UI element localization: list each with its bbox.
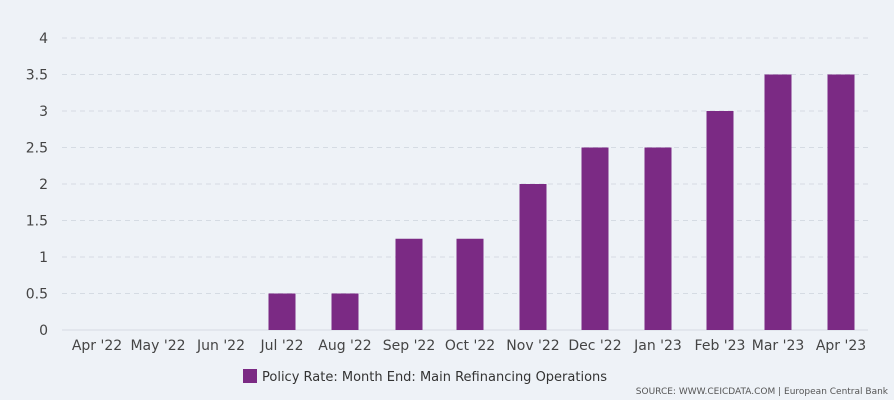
- y-tick-label: 3: [39, 104, 48, 120]
- y-tick-label: 1: [39, 250, 48, 266]
- bar-6[interactable]: [456, 238, 484, 330]
- x-tick-label: Jul '22: [259, 338, 303, 354]
- legend-swatch: [243, 369, 257, 383]
- y-tick-label: 2.5: [26, 141, 48, 157]
- bar-10[interactable]: [706, 111, 734, 330]
- x-tick-label: Dec '22: [568, 338, 621, 354]
- y-tick-label: 1.5: [26, 214, 48, 230]
- bar-4[interactable]: [331, 293, 359, 331]
- y-tick-label: 2: [39, 177, 48, 193]
- x-tick-label: Jun '22: [196, 338, 245, 354]
- x-tick-label: Oct '22: [445, 338, 495, 354]
- bar-5[interactable]: [395, 238, 423, 330]
- bar-11[interactable]: [764, 74, 792, 331]
- x-tick-label: May '22: [130, 338, 185, 354]
- x-tick-label: Sep '22: [383, 338, 436, 354]
- x-tick-label: Aug '22: [318, 338, 371, 354]
- bar-7[interactable]: [519, 184, 547, 330]
- x-axis-ticks: Apr '22 May '22 Jun '22 Jul '22 Aug '22 Sep '…: [72, 338, 866, 354]
- bar-3[interactable]: [268, 293, 296, 331]
- x-tick-label: Feb '23: [695, 338, 746, 354]
- source-text: SOURCE: WWW.CEICDATA.COM | European Cent…: [636, 387, 889, 397]
- legend-label: Policy Rate: Month End: Main Refinancing…: [262, 370, 607, 385]
- x-tick-label: Apr '23: [816, 338, 866, 354]
- x-tick-label: Mar '23: [752, 338, 805, 354]
- legend[interactable]: Policy Rate: Month End: Main Refinancing…: [243, 369, 607, 385]
- y-tick-label: 0: [39, 323, 48, 339]
- bars: [268, 74, 855, 331]
- bar-12[interactable]: [827, 74, 855, 331]
- x-tick-label: Apr '22: [72, 338, 122, 354]
- y-tick-label: 0.5: [26, 287, 48, 303]
- x-tick-label: Jan '23: [633, 338, 682, 354]
- y-tick-label: 3.5: [26, 68, 48, 84]
- y-axis-ticks: 0 0.5 1 1.5 2 2.5 3 3.5 4: [26, 31, 48, 339]
- bar-9[interactable]: [644, 147, 672, 331]
- y-tick-label: 4: [39, 31, 48, 47]
- bar-8[interactable]: [581, 147, 609, 331]
- x-tick-label: Nov '22: [506, 338, 559, 354]
